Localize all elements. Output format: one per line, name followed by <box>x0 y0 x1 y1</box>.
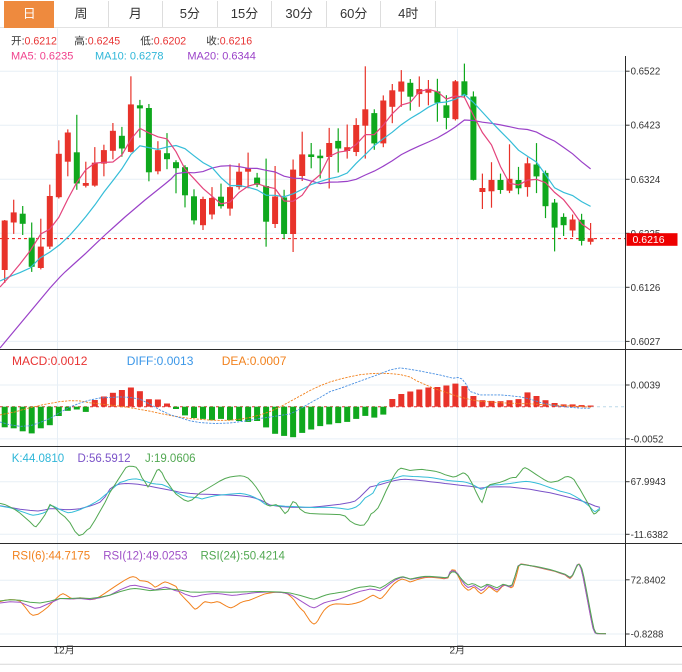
svg-text:0.6027: 0.6027 <box>631 337 661 348</box>
svg-text:12月: 12月 <box>54 645 75 656</box>
svg-text:0.6522: 0.6522 <box>631 67 661 78</box>
svg-text:0.6126: 0.6126 <box>631 283 661 294</box>
svg-text:0.0039: 0.0039 <box>631 381 661 392</box>
svg-text:-0.8288: -0.8288 <box>631 630 664 641</box>
svg-text:-0.0052: -0.0052 <box>631 434 664 445</box>
svg-text:0.6423: 0.6423 <box>631 121 661 132</box>
svg-text:72.8402: 72.8402 <box>631 575 666 586</box>
svg-text:-11.6382: -11.6382 <box>631 530 669 541</box>
svg-text:2月: 2月 <box>450 645 466 656</box>
svg-text:0.6324: 0.6324 <box>631 175 661 186</box>
svg-text:67.9943: 67.9943 <box>631 477 666 488</box>
svg-text:0.6216: 0.6216 <box>633 234 665 246</box>
